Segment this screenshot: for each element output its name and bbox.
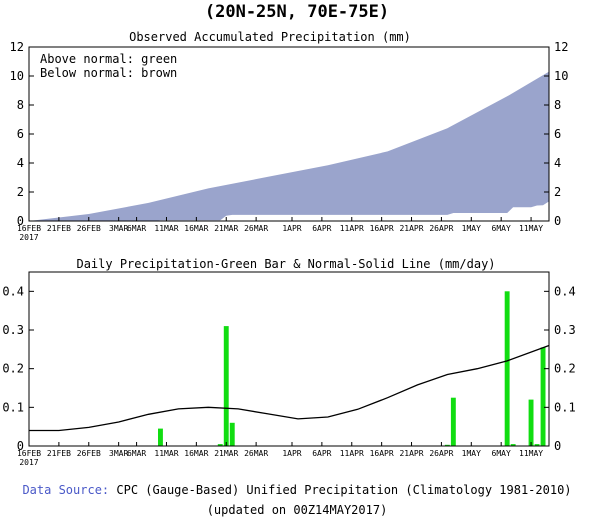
normal-vs-observed-area [29, 71, 549, 221]
accum-xtick-label: 21MAR [214, 224, 238, 233]
daily-xtick-label: 11MAY [519, 449, 543, 458]
daily-precip-bar [540, 347, 546, 446]
daily-precip-panel: Daily Precipitation-Green Bar & Normal-S… [2, 257, 575, 467]
accum-ytick-label-left: 10 [10, 69, 24, 83]
daily-precip-bar [504, 291, 510, 446]
accum-xtick-label: 26MAR [244, 224, 268, 233]
daily-xtick-label: 6MAR [127, 449, 146, 458]
data-source-line: Data Source: CPC (Gauge-Based) Unified P… [0, 483, 594, 497]
accum-xtick-label: 21FEB [47, 224, 71, 233]
daily-ytick-label-left: 0.4 [2, 284, 24, 298]
accum-ytick-label-right: 6 [554, 127, 561, 141]
daily-precip-bar [158, 428, 163, 446]
daily-xtick-label: 6APR [312, 449, 331, 458]
accum-ytick-label-left: 6 [17, 127, 24, 141]
daily-ytick-label-right: 0 [554, 439, 561, 453]
accum-xtick-year: 2017 [19, 233, 38, 242]
accum-xtick-label: 3MAR [109, 224, 128, 233]
daily-xtick-label: 16FEB [17, 449, 41, 458]
daily-xtick-label: 11MAR [154, 449, 178, 458]
accum-xtick-label: 26APR [429, 224, 453, 233]
accum-ytick-label-right: 0 [554, 214, 561, 228]
daily-xtick-label: 16APR [370, 449, 394, 458]
data-source-text: CPC (Gauge-Based) Unified Precipitation … [109, 483, 572, 497]
daily-xtick-label: 26FEB [77, 449, 101, 458]
region-title: (20N-25N, 70E-75E) [205, 2, 389, 22]
daily-precip-bar [510, 444, 516, 446]
legend-note-below: Below normal: brown [40, 66, 177, 80]
accum-ytick-label-left: 0 [17, 214, 24, 228]
accum-ytick-label-left: 12 [10, 40, 24, 54]
updated-note: (updated on 00Z14MAY2017) [206, 503, 388, 517]
data-source-label: Data Source: [22, 483, 110, 497]
accum-xtick-label: 11MAR [154, 224, 178, 233]
daily-xtick-label: 1APR [282, 449, 301, 458]
accum-ytick-label-right: 10 [554, 69, 568, 83]
daily-xtick-label: 6MAY [492, 449, 511, 458]
daily-xtick-label: 26MAR [244, 449, 268, 458]
accum-xtick-label: 11APR [340, 224, 364, 233]
accum-ytick-label-right: 8 [554, 98, 561, 112]
accum-xtick-label: 6APR [312, 224, 331, 233]
daily-xtick-label: 16MAR [184, 449, 208, 458]
accum-ytick-label-right: 12 [554, 40, 568, 54]
accum-ytick-label-right: 4 [554, 156, 561, 170]
accumulated-precip-panel: Observed Accumulated Precipitation (mm) … [10, 30, 569, 242]
accum-ytick-label-right: 2 [554, 185, 561, 199]
accum-xtick-label: 16APR [370, 224, 394, 233]
daily-ytick-label-left: 0 [17, 439, 24, 453]
accum-xtick-label: 21APR [399, 224, 423, 233]
daily-precip-bar [534, 444, 540, 446]
daily-xtick-label: 21APR [399, 449, 423, 458]
accum-ytick-label-left: 2 [17, 185, 24, 199]
daily-precip-bar [528, 399, 534, 446]
daily-frame [28, 271, 550, 447]
accum-xtick-label: 6MAR [127, 224, 146, 233]
daily-xtick-label: 26APR [429, 449, 453, 458]
accum-xtick-label: 11MAY [519, 224, 543, 233]
accum-xtick-label: 1APR [282, 224, 301, 233]
accumulated-chart-title: Observed Accumulated Precipitation (mm) [129, 30, 411, 44]
normal-daily-line [29, 344, 550, 432]
accum-xtick-label: 6MAY [492, 224, 511, 233]
accum-ytick-label-left: 4 [17, 156, 24, 170]
daily-ytick-label-right: 0.4 [554, 284, 576, 298]
accum-xtick-label: 1MAY [462, 224, 481, 233]
daily-xtick-label: 11APR [340, 449, 364, 458]
daily-precip-bar [229, 422, 235, 446]
daily-xtick-label: 3MAR [109, 449, 128, 458]
accum-xtick-label: 16FEB [17, 224, 41, 233]
daily-precip-bar [450, 397, 456, 446]
daily-precip-bar [217, 444, 223, 446]
daily-ytick-label-right: 0.3 [554, 323, 576, 337]
daily-xtick-year: 2017 [19, 458, 38, 467]
accum-xtick-label: 26FEB [77, 224, 101, 233]
daily-ytick-label-left: 0.2 [2, 362, 24, 376]
daily-precip-bar [444, 444, 450, 446]
daily-ytick-label-left: 0.1 [2, 400, 24, 414]
daily-xtick-label: 21MAR [214, 449, 238, 458]
accum-xtick-label: 16MAR [184, 224, 208, 233]
daily-xtick-label: 21FEB [47, 449, 71, 458]
daily-ytick-label-right: 0.1 [554, 400, 576, 414]
daily-chart-title: Daily Precipitation-Green Bar & Normal-S… [76, 257, 495, 271]
daily-ytick-label-left: 0.3 [2, 323, 24, 337]
daily-precip-bar [223, 326, 229, 446]
daily-ytick-label-right: 0.2 [554, 362, 576, 376]
legend-note-above: Above normal: green [40, 52, 177, 66]
daily-xtick-label: 1MAY [462, 449, 481, 458]
accum-ytick-label-left: 8 [17, 98, 24, 112]
